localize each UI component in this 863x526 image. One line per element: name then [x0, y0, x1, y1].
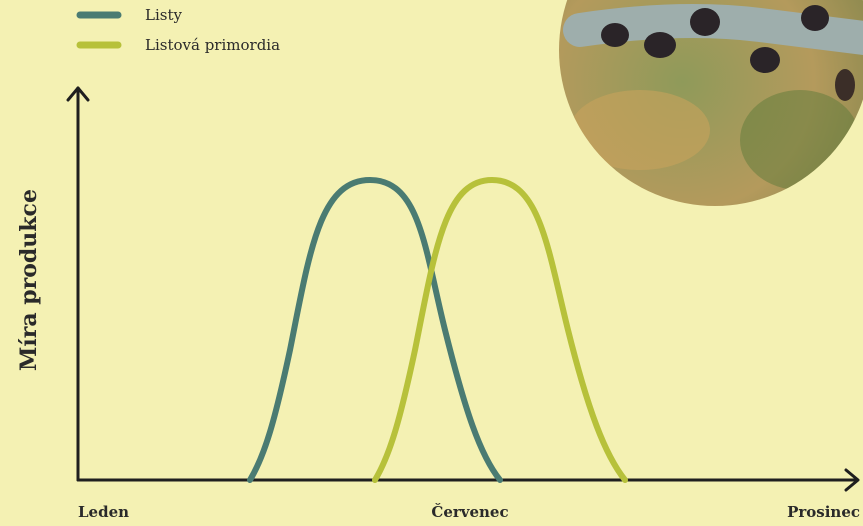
x-label: Leden: [78, 503, 129, 521]
legend-label: Listová primordia: [145, 36, 280, 54]
x-label: Červenec: [431, 503, 508, 521]
legend-label: Listy: [145, 6, 182, 24]
x-label: Prosinec: [787, 503, 860, 521]
diagram: Listy Listová primordia Míra produkce Le…: [0, 0, 863, 526]
y-axis-label: Míra produkce: [16, 189, 42, 371]
